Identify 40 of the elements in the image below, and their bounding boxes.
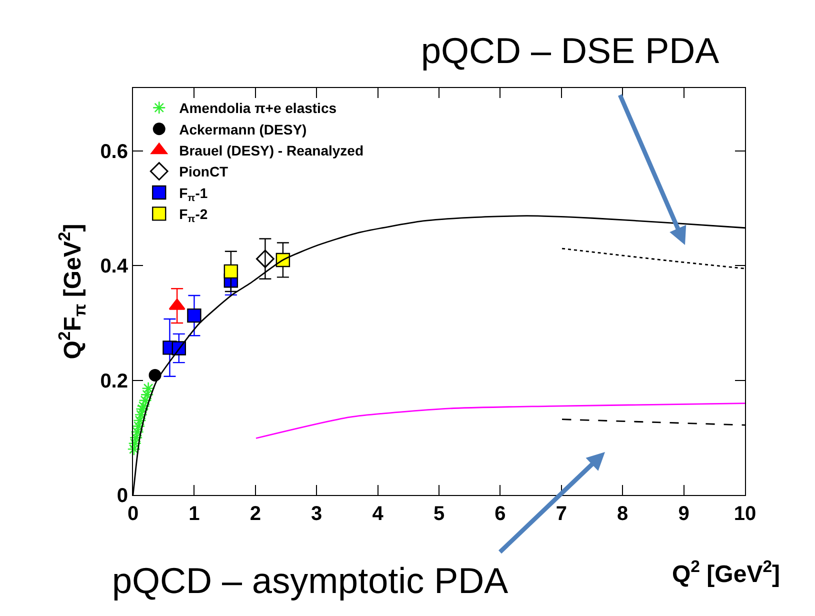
x-tick-label: 8 bbox=[617, 503, 628, 525]
point bbox=[138, 394, 152, 408]
point bbox=[140, 388, 154, 402]
legend-label: Amendolia π+e elastics bbox=[179, 100, 337, 116]
point bbox=[136, 400, 150, 413]
legend-label: PionCT bbox=[179, 164, 229, 180]
y-tick-label: 0.6 bbox=[100, 141, 128, 164]
legend-label: F$_{π}$-2 bbox=[179, 206, 208, 226]
x-tick-label: 3 bbox=[311, 503, 322, 525]
point bbox=[256, 250, 274, 268]
y-tick-label: 0 bbox=[116, 485, 128, 507]
x-tick-label: 6 bbox=[494, 503, 506, 525]
point bbox=[136, 402, 149, 416]
x-tick-label: 2 bbox=[250, 503, 261, 525]
x-tick-label: 4 bbox=[372, 503, 384, 525]
y-tick-label: 0.2 bbox=[100, 370, 128, 392]
point bbox=[132, 420, 146, 433]
text: pQCD – asymptotic PDA bbox=[112, 560, 508, 601]
point bbox=[187, 308, 202, 323]
point bbox=[129, 431, 143, 444]
x-tick-label: 9 bbox=[678, 503, 690, 525]
x-tick-label: 1 bbox=[188, 503, 200, 525]
x-tick-label: 10 bbox=[734, 503, 756, 525]
legend-label: Brauel (DESY) - Reanalyzed bbox=[179, 142, 364, 159]
point bbox=[142, 382, 155, 396]
point bbox=[130, 425, 144, 439]
legend-label: Ackermann (DESY) bbox=[179, 121, 307, 138]
y-tick-label: 0.4 bbox=[100, 256, 129, 278]
x-tick-label: 7 bbox=[556, 503, 567, 525]
point bbox=[133, 414, 146, 428]
x-tick-label: 5 bbox=[433, 503, 445, 525]
legend-label: F$_{π}$-1 bbox=[179, 184, 208, 204]
point bbox=[148, 368, 162, 382]
point bbox=[127, 442, 141, 456]
text: pQCD – DSE PDA bbox=[421, 30, 720, 71]
point bbox=[128, 436, 142, 450]
line-series bbox=[255, 402, 745, 439]
point bbox=[134, 408, 148, 422]
x-axis-title: Q$^{2}$ [GeV$^{2}$] bbox=[672, 557, 780, 588]
point bbox=[224, 264, 238, 279]
